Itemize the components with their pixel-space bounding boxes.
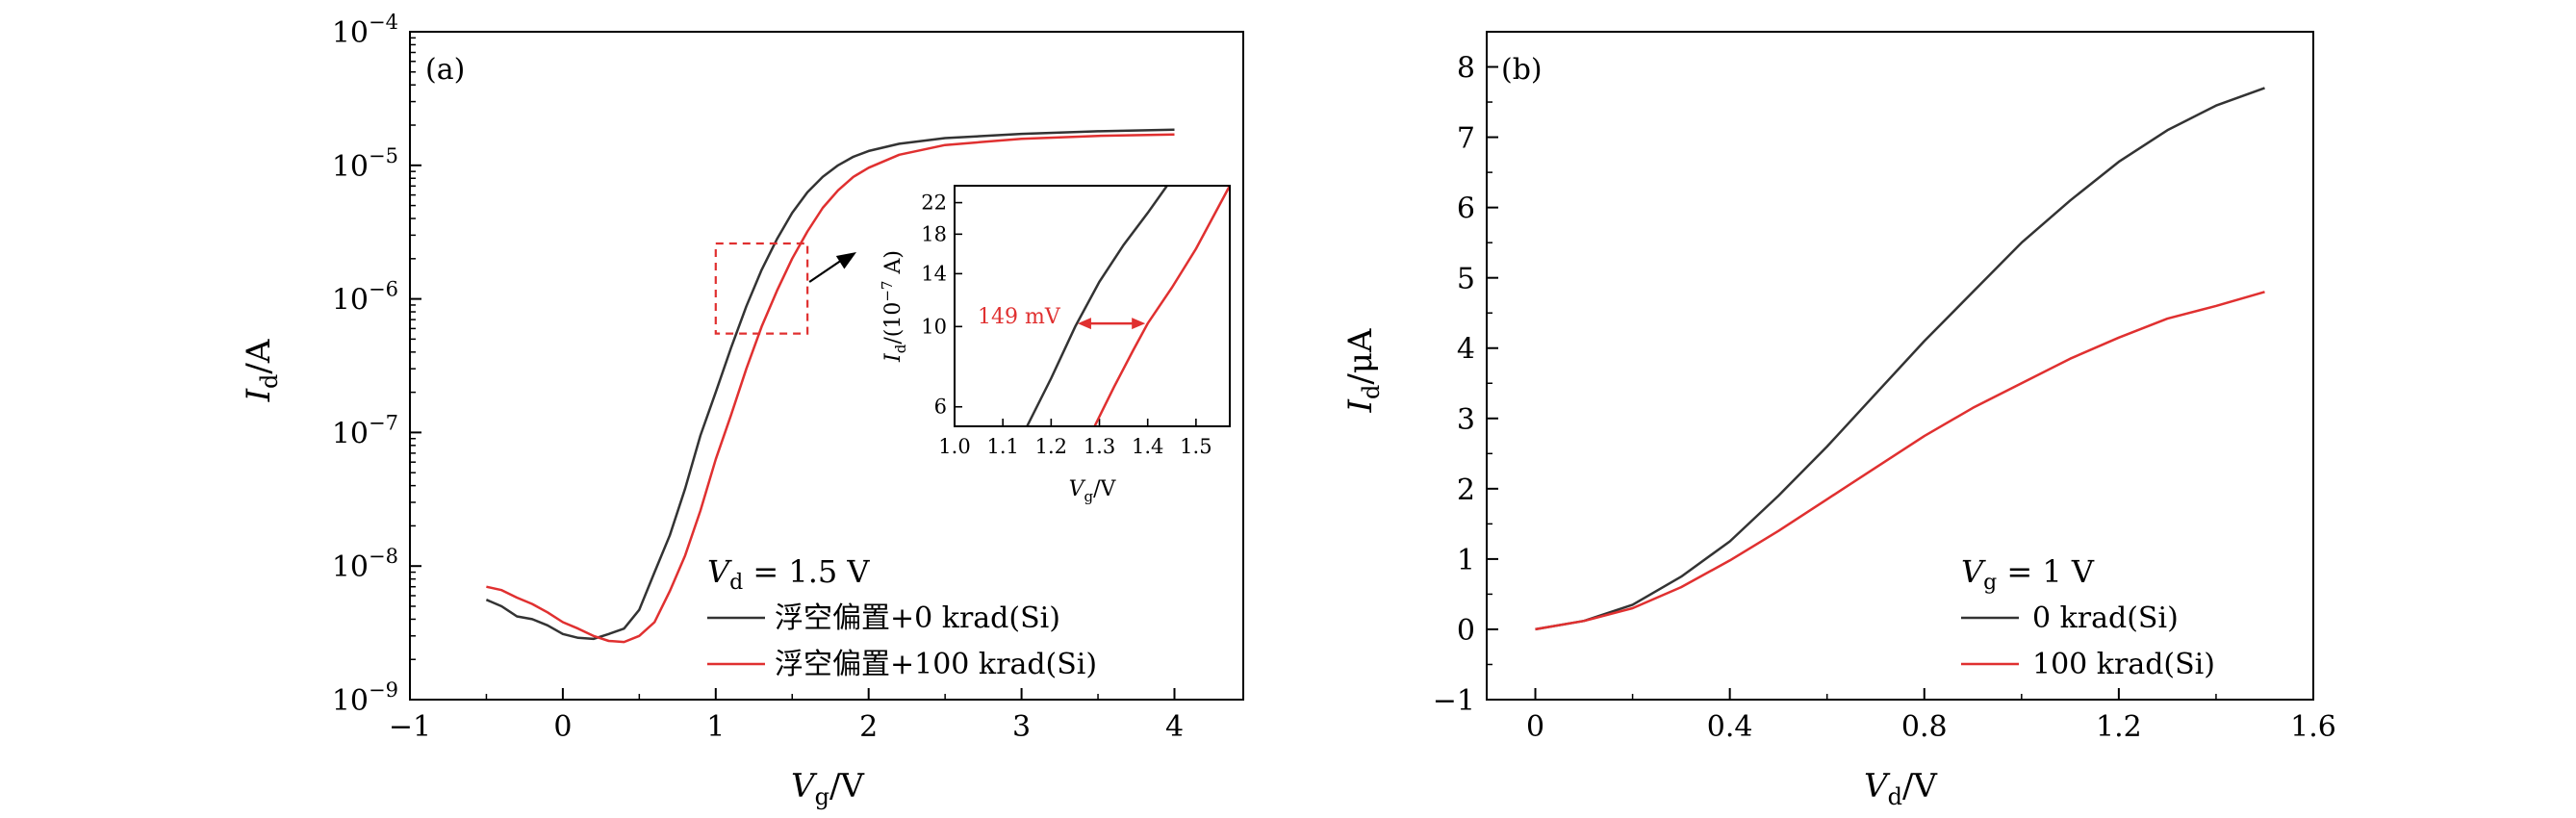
panel-b-xtick-label: 0 <box>1526 710 1544 744</box>
panel-a-plot-frame <box>409 31 1244 701</box>
panel-a: −1 0 1 2 3 4 10−9 10−8 10−7 10−6 10−5 10−4 (a) Vg/V… <box>240 11 1244 810</box>
panel-a-xlabel: Vg/V <box>791 767 865 810</box>
panel-a-series-line-1 <box>486 133 1175 644</box>
panel-b-legend: Vg = 1 V 0 krad(Si) 100 krad(Si) <box>1961 553 2215 681</box>
panel-b-legend-condition: Vg = 1 V <box>1961 553 2095 595</box>
panel-a-xtick-label: −1 <box>389 710 431 744</box>
panel-b-ytick-label: 6 <box>1457 192 1475 226</box>
panel-a-legend-label-1: 浮空偏置+100 krad(Si) <box>775 648 1097 681</box>
inset-series-group <box>1026 185 1232 427</box>
panel-b-xtick-label: 1.2 <box>2096 710 2142 744</box>
inset-series-line-1 <box>1093 185 1232 427</box>
inset-series-line-0 <box>1026 185 1168 427</box>
inset-xtick-label: 1.4 <box>1132 435 1163 458</box>
panel-b-ytick-label: −1 <box>1433 684 1475 718</box>
panel-b-xtick-label: 0.4 <box>1707 710 1753 744</box>
panel-a-series-group <box>485 128 1175 644</box>
inset-xtick-label: 1.0 <box>938 435 970 458</box>
panel-a-ytick-label: 10−7 <box>332 411 398 450</box>
panel-b-legend-label-0: 0 krad(Si) <box>2032 601 2179 635</box>
panel-b-ytick-label: 4 <box>1457 333 1475 367</box>
panel-a-zoom-arrow <box>808 257 846 283</box>
inset-shift-annotation: 149 mV <box>978 305 1061 329</box>
panel-a-ytick-label: 10−6 <box>332 278 398 318</box>
panel-a-zoom-arrow-head <box>835 252 856 269</box>
panel-b-ticks: 0 0.4 0.8 1.2 1.6 −1 0 1 2 3 4 5 6 7 8 <box>1433 52 2336 744</box>
panel-b-label: (b) <box>1501 53 1543 87</box>
panel-a-ytick-label: 10−9 <box>332 678 398 718</box>
panel-b-series-group <box>1535 87 2265 631</box>
panel-a-xtick-label: 0 <box>553 710 572 744</box>
panel-a-xtick-label: 2 <box>859 710 878 744</box>
inset-ticks: 1.0 1.1 1.2 1.3 1.4 1.5 6 10 14 18 22 <box>921 192 1211 458</box>
panel-a-ytick-label: 10−5 <box>332 144 398 184</box>
inset-ytick-label: 14 <box>921 262 947 285</box>
panel-b-plot-frame <box>1486 31 2314 701</box>
panel-b-xtick-label: 0.8 <box>1901 710 1948 744</box>
panel-b-ytick-label: 1 <box>1457 544 1475 577</box>
inset-xlabel: Vg/V <box>1069 477 1117 505</box>
inset-ylabel: Id/(10−7 A) <box>879 250 909 363</box>
panel-a-ylabel: Id/A <box>240 339 283 402</box>
inset-ytick-label: 10 <box>921 315 947 338</box>
inset-ytick-label: 22 <box>921 192 947 215</box>
panel-b-series-line-0 <box>1535 87 2265 631</box>
panel-b-ytick-label: 2 <box>1457 473 1475 507</box>
panel-a-zoom-box <box>714 242 809 335</box>
panel-b-ytick-label: 8 <box>1457 52 1475 86</box>
inset-ytick-label: 6 <box>934 396 947 419</box>
inset-shift-arrow-head-right <box>1132 318 1146 330</box>
inset-xtick-label: 1.3 <box>1084 435 1115 458</box>
panel-b-series-line-1 <box>1535 291 2265 631</box>
inset-background <box>955 186 1230 426</box>
panel-a-legend-label-0: 浮空偏置+0 krad(Si) <box>775 601 1060 635</box>
inset-xtick-label: 1.1 <box>986 435 1018 458</box>
panel-b-legend-label-1: 100 krad(Si) <box>2032 648 2215 681</box>
panel-b-ytick-label: 5 <box>1457 263 1475 296</box>
panel-a-ytick-label: 10−8 <box>332 545 398 584</box>
panel-a-xtick-label: 3 <box>1012 710 1031 744</box>
inset-frame <box>954 185 1231 427</box>
panel-b-ylabel: Id/μA <box>1341 328 1385 413</box>
inset-xtick-label: 1.5 <box>1180 435 1211 458</box>
panel-b-ytick-label: 7 <box>1457 122 1475 156</box>
panel-a-legend: Vd = 1.5 V 浮空偏置+0 krad(Si) 浮空偏置+100 krad… <box>707 553 1097 681</box>
panel-a-label: (a) <box>425 53 465 87</box>
inset-xtick-label: 1.2 <box>1035 435 1067 458</box>
panel-a-series-line-0 <box>485 128 1175 641</box>
panel-b-xlabel: Vd/V <box>1864 767 1938 810</box>
panel-b-ytick-label: 0 <box>1457 614 1475 648</box>
inset-shift-arrow-head-left <box>1077 318 1091 330</box>
panel-a-xtick-label: 1 <box>706 710 725 744</box>
panel-a-xtick-label: 4 <box>1165 710 1184 744</box>
inset-ytick-label: 18 <box>921 222 947 245</box>
panel-a-legend-condition: Vd = 1.5 V <box>707 553 870 595</box>
panel-a-ytick-label: 10−4 <box>332 11 398 50</box>
panel-b-ytick-label: 3 <box>1457 403 1475 437</box>
panel-b-xtick-label: 1.6 <box>2290 710 2336 744</box>
